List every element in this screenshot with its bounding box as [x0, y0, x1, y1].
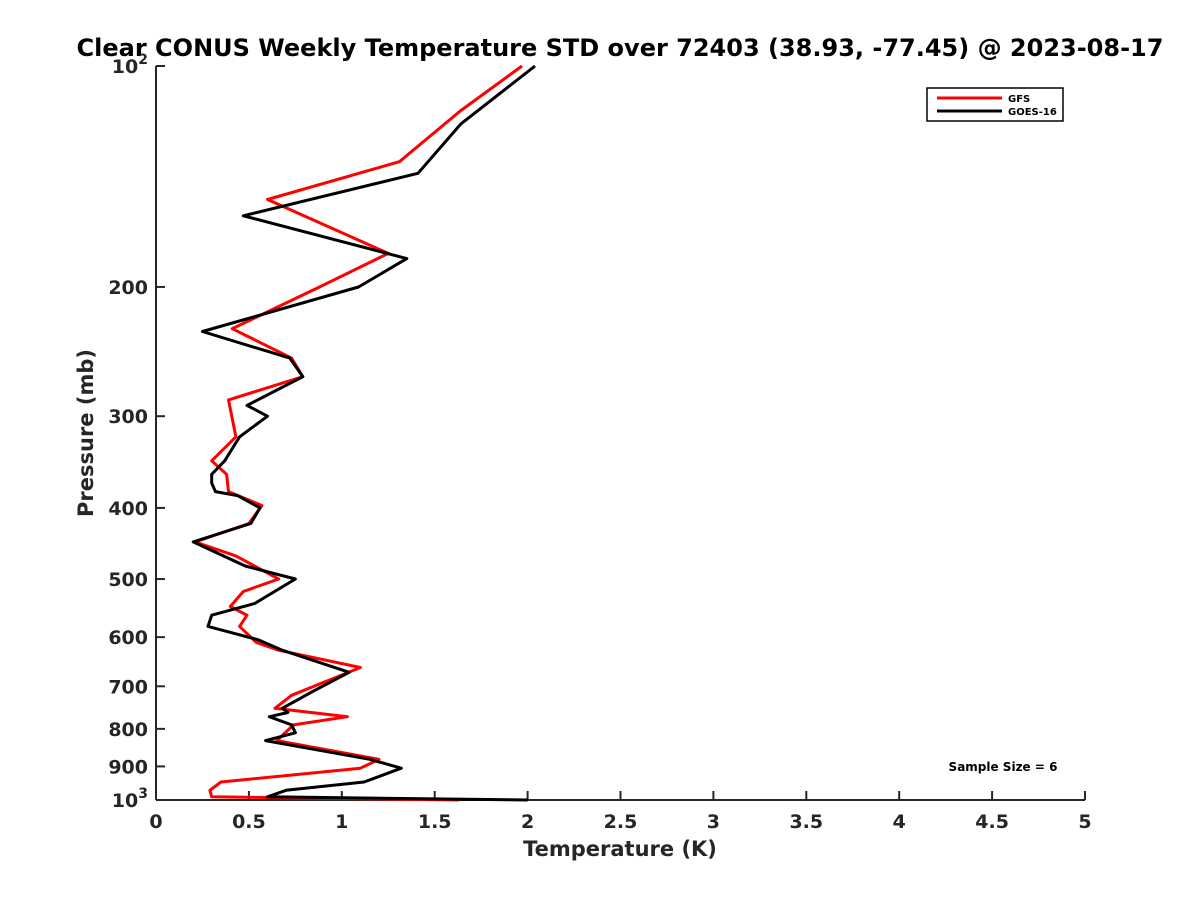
y-tick-label: 103	[112, 786, 148, 812]
legend-label: GOES-16	[1008, 107, 1057, 118]
x-axis-label: Temperature (K)	[523, 837, 717, 861]
series-line-gfs	[193, 64, 523, 802]
y-tick-label: 400	[108, 498, 148, 520]
legend-label: GFS	[1008, 94, 1030, 105]
y-tick-label: 900	[108, 756, 148, 778]
sample-size-annotation: Sample Size = 6	[949, 760, 1058, 774]
x-tick-label: 3.5	[789, 811, 823, 833]
x-tick-label: 5	[1078, 811, 1091, 833]
x-tick-label: 2.5	[604, 811, 638, 833]
x-tick-label: 1.5	[418, 811, 452, 833]
x-tick-label: 1	[335, 811, 348, 833]
x-tick-label: 0.5	[232, 811, 266, 833]
chart-title: Clear CONUS Weekly Temperature STD over …	[77, 34, 1164, 62]
y-axis-label: Pressure (mb)	[74, 349, 98, 517]
y-tick-label: 300	[108, 406, 148, 428]
x-tick-label: 0	[149, 811, 162, 833]
axes: 0 0.5 1 1.5 2 2.5 3 3.5 4 4.5 5 102 200 300 400 500 600 7…	[108, 52, 1091, 833]
x-tick-label: 4.5	[975, 811, 1009, 833]
plot-area	[191, 64, 536, 802]
y-tick-label: 800	[108, 719, 148, 741]
legend-box	[926, 87, 1064, 122]
series-line-goes-16	[191, 64, 536, 802]
legend: GFS GOES-16	[926, 87, 1064, 122]
y-tick-label: 102	[112, 52, 148, 78]
x-tick-label: 3	[707, 811, 720, 833]
y-tick-label: 700	[108, 676, 148, 698]
y-tick-label: 200	[108, 277, 148, 299]
x-tick-label: 2	[521, 811, 534, 833]
y-tick-label: 600	[108, 627, 148, 649]
y-tick-label: 500	[108, 569, 148, 591]
x-tick-label: 4	[893, 811, 906, 833]
